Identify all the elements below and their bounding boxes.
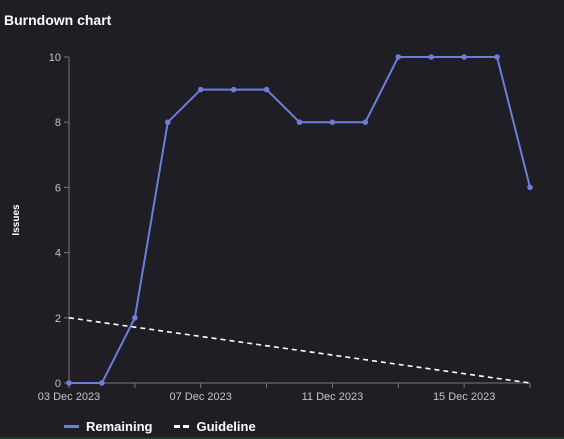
data-point-remaining [329, 119, 336, 125]
series-layer [66, 54, 533, 386]
data-point-remaining [395, 54, 402, 60]
y-tick-label: 6 [55, 182, 61, 194]
y-axis-label: Issues [11, 204, 22, 236]
series-line-remaining [69, 56, 531, 384]
chart-title: Burndown chart [4, 12, 112, 28]
legend-label-remaining: Remaining [86, 419, 153, 434]
data-point-remaining [164, 119, 171, 125]
y-tick-label: 10 [49, 52, 61, 64]
legend-item-remaining[interactable]: Remaining [64, 419, 152, 434]
data-point-remaining [230, 86, 237, 93]
data-point-remaining [296, 119, 303, 125]
data-point-remaining [494, 54, 500, 60]
y-tick-label: 0 [55, 378, 61, 390]
y-tick-label: 8 [55, 117, 61, 129]
x-tick-label: 11 Dec 2023 [302, 391, 364, 403]
guideline-swatch-icon [174, 425, 190, 428]
x-tick-label: 03 Dec 2023 [38, 391, 100, 403]
x-tick-label: 07 Dec 2023 [170, 391, 232, 403]
remaining-swatch-icon [64, 425, 79, 428]
data-point-remaining [428, 54, 435, 60]
y-tick-label: 4 [55, 248, 61, 260]
data-point-remaining [461, 54, 467, 60]
chart-legend: Remaining Guideline [64, 419, 256, 434]
x-tick-label: 15 Dec 2023 [433, 391, 495, 403]
data-point-remaining [132, 315, 138, 321]
series-line-guideline [68, 317, 531, 384]
data-point-remaining [527, 184, 533, 191]
chart-axes: 0 2 4 6 8 10 03 Dec 2023 07 Dec 2023 11 Dec 2023… [11, 52, 531, 403]
data-point-remaining [362, 119, 369, 125]
legend-item-guideline[interactable]: Guideline [174, 419, 256, 434]
legend-label-guideline: Guideline [196, 419, 256, 434]
bottom-strip [0, 437, 564, 439]
data-point-remaining [197, 86, 204, 93]
data-point-remaining [263, 86, 270, 93]
data-point-remaining [66, 380, 72, 386]
y-tick-label: 2 [55, 313, 61, 325]
data-point-remaining [99, 380, 105, 386]
